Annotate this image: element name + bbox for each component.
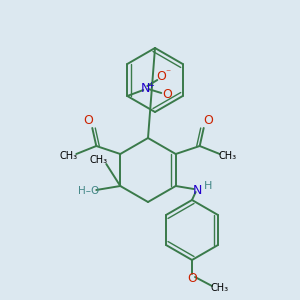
Text: ⁻: ⁻ bbox=[166, 68, 171, 78]
Text: O: O bbox=[187, 272, 197, 284]
Text: CH₃: CH₃ bbox=[219, 151, 237, 161]
Text: O: O bbox=[156, 70, 166, 83]
Text: CH₃: CH₃ bbox=[89, 155, 107, 165]
Text: +: + bbox=[147, 82, 154, 91]
Text: O: O bbox=[83, 113, 93, 127]
Text: O: O bbox=[162, 88, 172, 100]
Text: O: O bbox=[203, 113, 213, 127]
Text: CH₃: CH₃ bbox=[59, 151, 77, 161]
Text: N: N bbox=[141, 82, 150, 94]
Text: CH₃: CH₃ bbox=[211, 283, 229, 293]
Text: H–O: H–O bbox=[78, 186, 99, 196]
Text: H: H bbox=[203, 181, 212, 191]
Text: N: N bbox=[193, 184, 202, 196]
